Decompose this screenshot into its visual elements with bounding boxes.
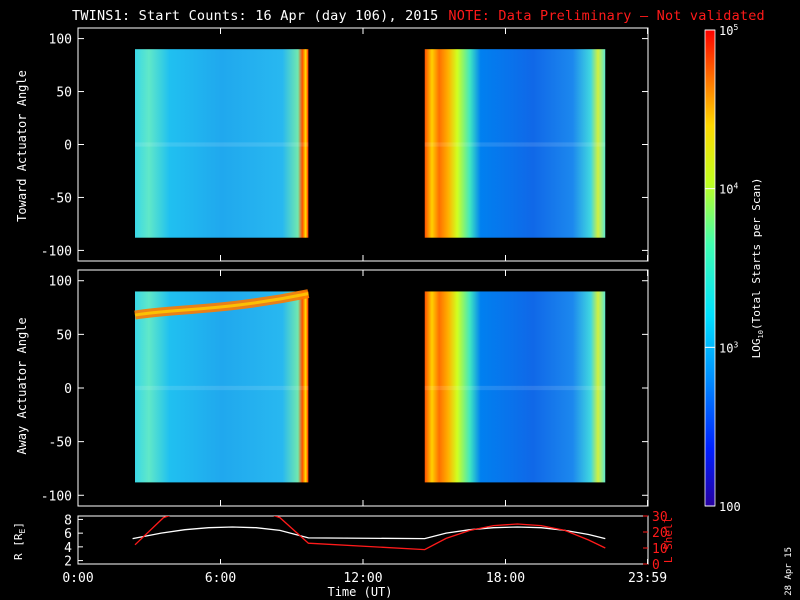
orbit-xtick-label: 12:00 [343, 571, 382, 586]
away-panel-ytick-label: -50 [49, 436, 72, 451]
date-stamp: 28 Apr 15 [784, 547, 794, 596]
orbit-right-ytick-label: 10 [652, 542, 668, 557]
orbit-right-ytick-label: 30 [652, 510, 668, 525]
toward-panel-ylabel: Toward Actuator Angle [15, 70, 29, 222]
orbit-xlabel: Time (UT) [327, 585, 392, 599]
toward-panel-ytick-label: 50 [56, 86, 72, 101]
orbit-left-ytick-label: 4 [64, 541, 72, 556]
away-panel: 100 50 0 -50 -100 [41, 269, 649, 507]
colorbar-tick-label: 100 [719, 500, 741, 514]
away-panel-bright-band-core [134, 292, 309, 317]
title-note: NOTE: Data Preliminary – Not validated [448, 8, 765, 24]
away-panel-ytick-label: 50 [56, 328, 72, 343]
colorbar-tick-label: 105 [719, 23, 738, 38]
orbit-xtick-label: 0:00 [62, 571, 93, 586]
orbit-xtick-label: 23:59 [628, 571, 667, 586]
orbit-frame [77, 515, 649, 565]
toward-panel: 100 50 0 -50 -100 [41, 27, 649, 262]
orbit-left-ytick-label: 6 [64, 527, 72, 542]
toward-panel-ytick-label: -50 [49, 191, 72, 206]
toward-panel-ytick-label: 100 [49, 33, 72, 48]
toward-panel-zero-band [424, 142, 606, 147]
orbit-lshell-line [134, 516, 606, 551]
away-panel-ylabel: Away Actuator Angle [15, 317, 29, 454]
away-panel-data-block [424, 291, 606, 483]
orbit-right-ylabel: L Shell [662, 517, 675, 563]
figure-title: TWINS1: Start Counts: 16 Apr (day 106), … [72, 8, 765, 24]
toward-panel-zero-band [135, 142, 309, 147]
away-panel-ytick-label: 0 [64, 382, 72, 397]
away-panel-zero-band [135, 385, 309, 391]
orbit-right-ytick-label: 0 [652, 558, 660, 573]
colorbar-bar [704, 29, 716, 507]
orbit-left-ytick-label: 2 [64, 555, 72, 570]
away-panel-ytick-label: -100 [41, 489, 72, 504]
orbit-xtick-label: 18:00 [486, 571, 525, 586]
away-panel-data-block [135, 291, 309, 483]
toward-panel-ytick-label: 0 [64, 139, 72, 154]
away-panel-ytick-label: 100 [49, 275, 72, 290]
toward-panel-ytick-label: -100 [41, 244, 72, 259]
colorbar-title: LOG10(Total Starts per Scan) [750, 178, 765, 359]
orbit-r-line [132, 526, 606, 540]
toward-panel-data-block [424, 49, 606, 238]
orbit-right-ytick-label: 20 [652, 526, 668, 541]
away-panel-zero-band [424, 385, 606, 391]
toward-panel-data-block [135, 49, 309, 238]
colorbar-tick-label: 103 [719, 340, 738, 355]
orbit-xtick-label: 6:00 [205, 571, 236, 586]
colorbar-tick-label: 104 [719, 182, 738, 197]
title-main: TWINS1: Start Counts: 16 Apr (day 106), … [72, 8, 439, 24]
orbit-left-ylabel: R [RE] [12, 522, 27, 560]
orbit-left-ytick-label: 8 [64, 513, 72, 528]
